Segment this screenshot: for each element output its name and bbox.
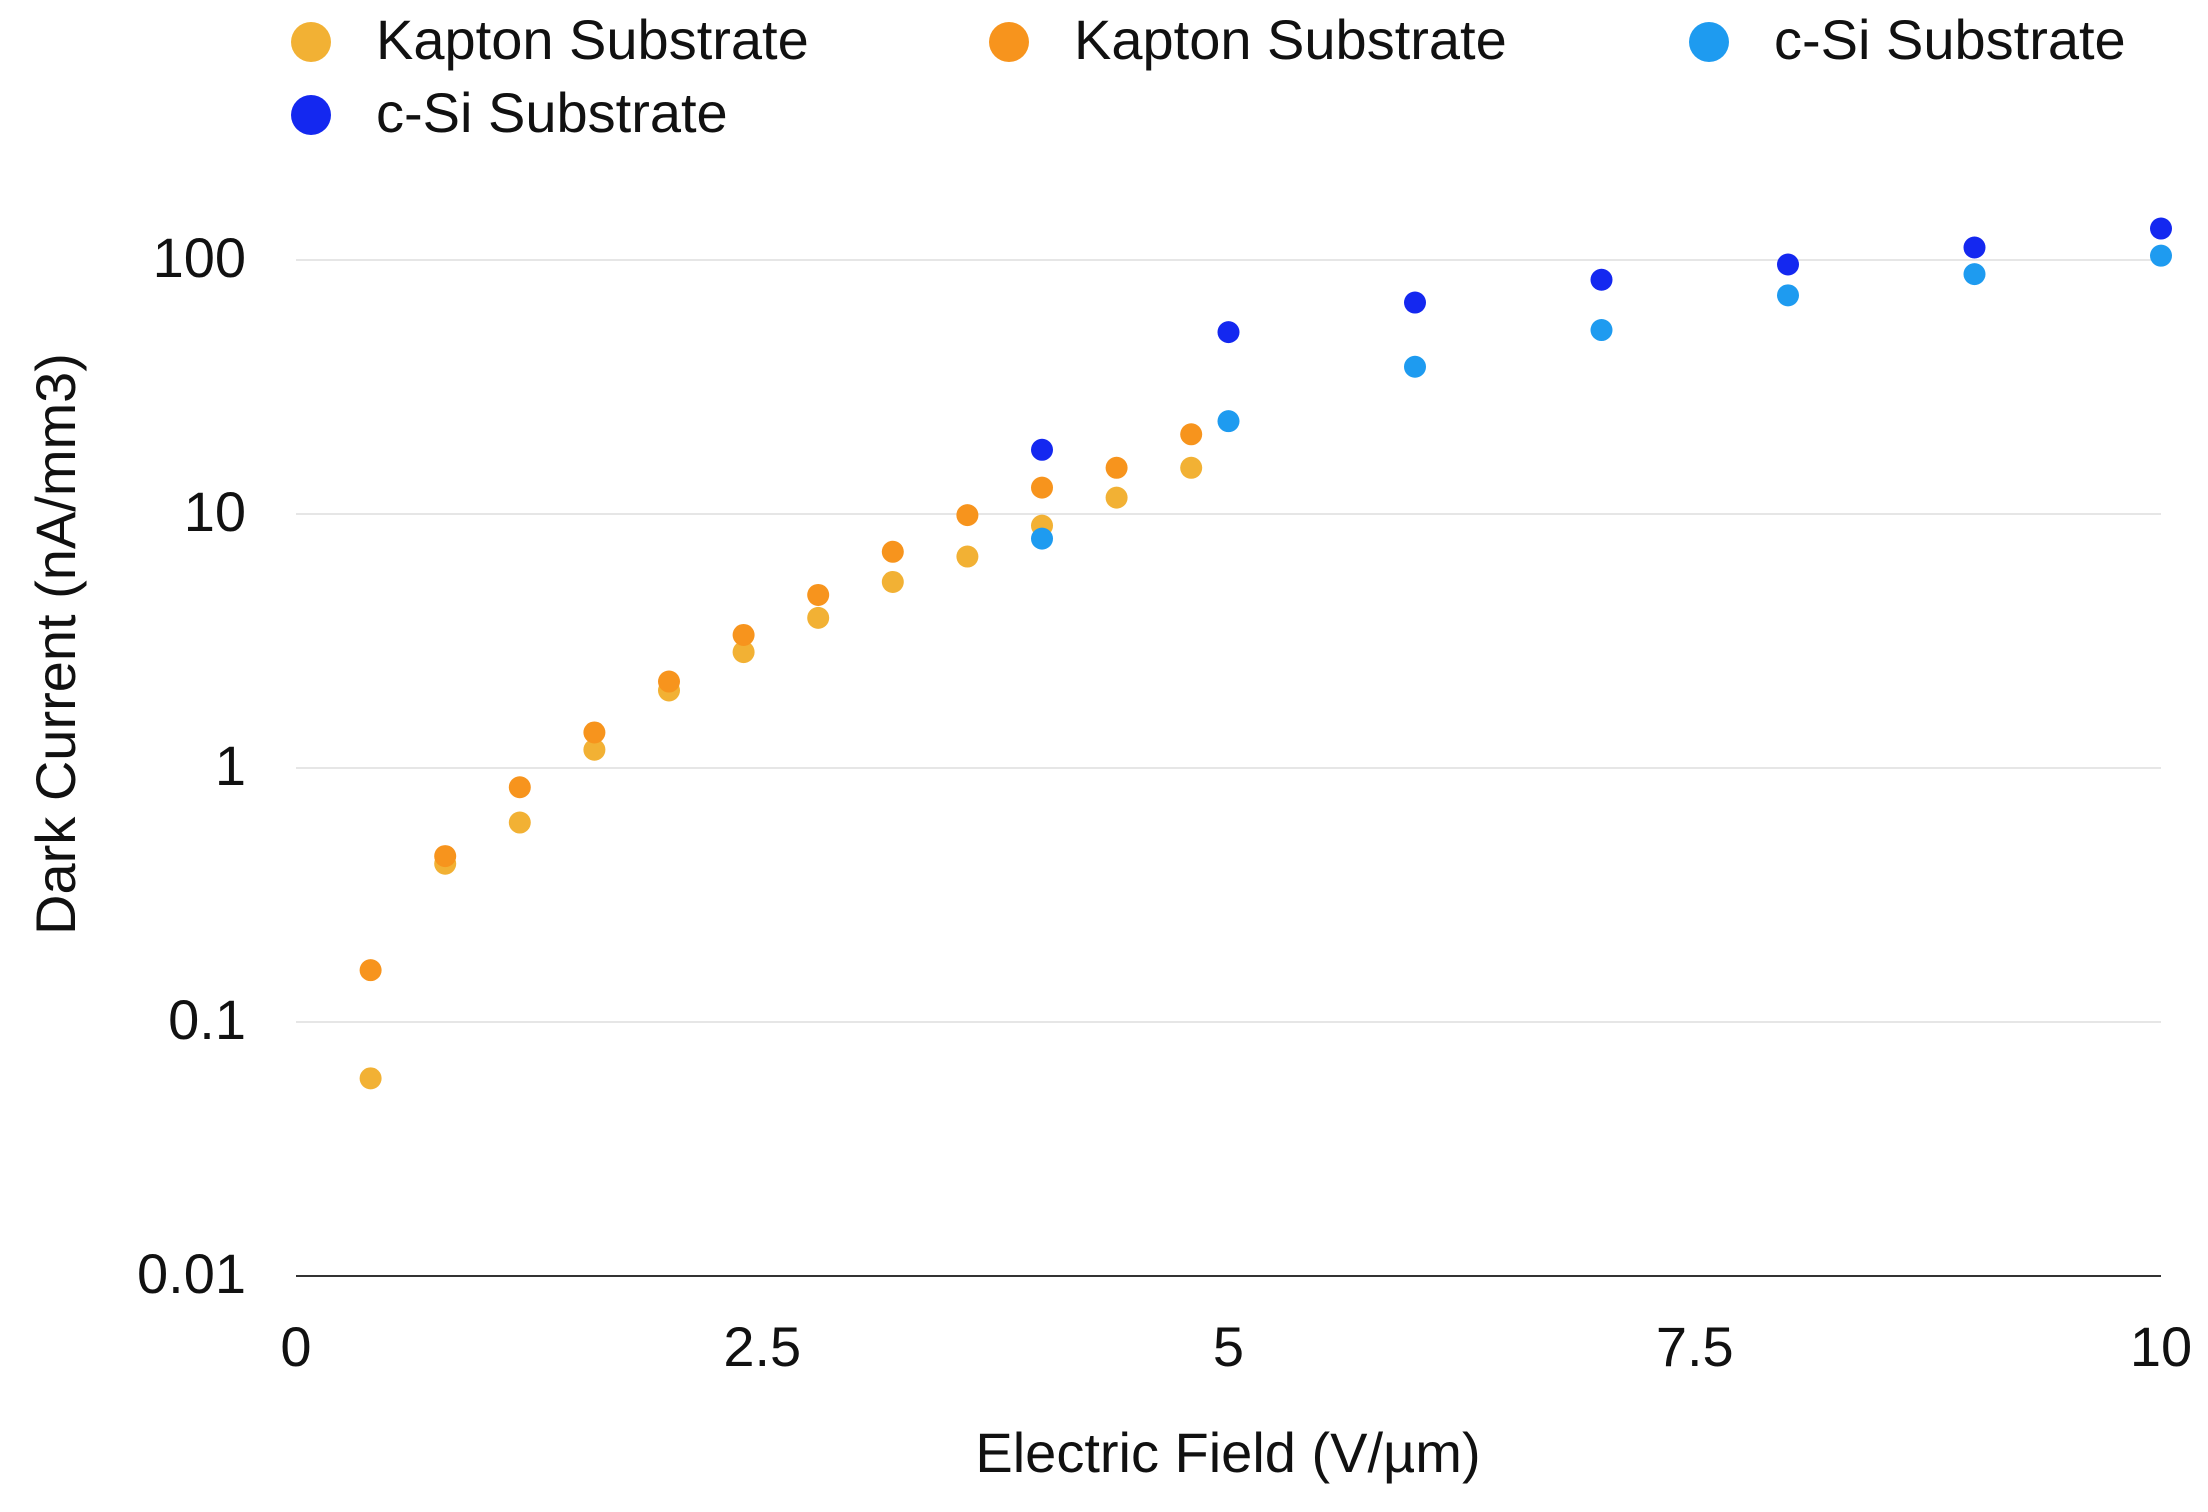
data-point [1031, 476, 1053, 499]
y-tick-label: 1 [215, 734, 246, 797]
data-point [1217, 410, 1240, 433]
y-tick-label: 0.1 [168, 988, 246, 1051]
data-point [359, 959, 382, 982]
data-point [359, 1067, 382, 1090]
data-point [1217, 321, 1240, 344]
data-point [2150, 217, 2172, 240]
legend-label: c-Si Substrate [376, 81, 728, 144]
x-axis-title: Electric Field (V/µm) [975, 1421, 1480, 1484]
data-point [1963, 236, 1986, 259]
data-point [508, 811, 531, 834]
legend-marker [1689, 22, 1729, 62]
data-point [1180, 456, 1203, 479]
y-tick-label: 0.01 [137, 1242, 246, 1305]
data-point [1963, 263, 1986, 286]
x-tick-label: 0 [280, 1315, 311, 1378]
data-point [956, 545, 979, 568]
data-point [508, 776, 531, 799]
data-point [1031, 527, 1053, 550]
data-point [583, 738, 606, 761]
data-point [1590, 319, 1613, 342]
data-point [807, 606, 830, 629]
x-tick-label: 5 [1213, 1315, 1244, 1378]
data-point [434, 845, 457, 868]
data-point [658, 670, 680, 693]
data-point [1777, 253, 1799, 276]
data-point [583, 721, 606, 744]
data-point [732, 623, 755, 646]
y-tick-label: 10 [184, 480, 246, 543]
legend-marker [989, 22, 1029, 62]
data-point [1031, 438, 1053, 461]
data-point [732, 641, 755, 664]
data-point [881, 570, 904, 593]
y-tick-label: 100 [153, 226, 246, 289]
x-tick-label: 10 [2130, 1315, 2192, 1378]
data-point [1180, 423, 1203, 446]
data-point [1105, 486, 1128, 509]
legend-marker [291, 22, 331, 62]
data-point [881, 540, 904, 563]
data-point [1590, 268, 1613, 291]
data-point [1404, 355, 1426, 378]
data-point [1105, 456, 1128, 479]
y-axis-title: Dark Current (nA/mm3) [24, 353, 87, 935]
x-tick-label: 7.5 [1656, 1315, 1734, 1378]
legend-label: c-Si Substrate [1774, 8, 2126, 71]
data-point [1777, 284, 1799, 307]
legend-marker [291, 95, 331, 135]
legend-label: Kapton Substrate [1074, 8, 1507, 71]
data-point [2150, 244, 2172, 267]
data-point [807, 583, 830, 606]
legend-label: Kapton Substrate [376, 8, 809, 71]
x-tick-label: 2.5 [723, 1315, 801, 1378]
data-point [956, 504, 979, 527]
data-point [1404, 291, 1426, 314]
